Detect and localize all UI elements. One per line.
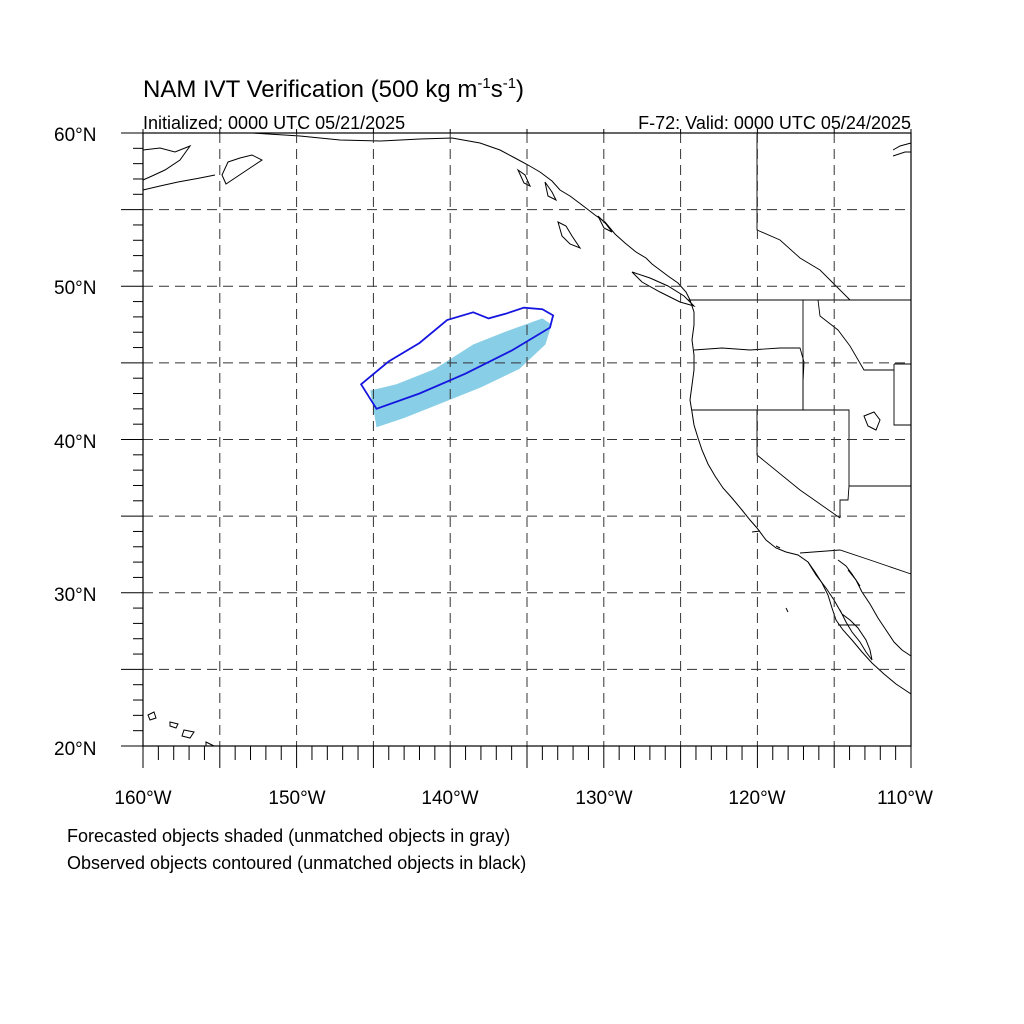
forecast-ivt-object [370, 318, 552, 428]
lon-label-130w: 130°W [575, 788, 632, 809]
valid-time-label: F-72: Valid: 0000 UTC 05/24/2025 [638, 113, 911, 133]
lon-label-120w: 120°W [728, 788, 785, 809]
observed-note: Observed objects contoured (unmatched ob… [67, 853, 526, 873]
lat-label-50n: 50°N [54, 278, 96, 299]
lat-label-30n: 30°N [54, 585, 96, 606]
lat-label-20n: 20°N [54, 739, 96, 760]
axis-ticks [121, 129, 912, 768]
initialized-label: Initialized: 0000 UTC 05/21/2025 [143, 113, 405, 133]
observed-ivt-object [359, 306, 555, 410]
lon-label-140w: 140°W [421, 788, 478, 809]
lat-label-40n: 40°N [54, 432, 96, 453]
forecast-note: Forecasted objects shaded (unmatched obj… [67, 826, 510, 846]
map-plot-area [142, 132, 912, 747]
lon-label-150w: 150°W [268, 788, 325, 809]
figure-title: NAM IVT Verification (500 kg m-1s-1) [143, 75, 524, 103]
lon-label-110w: 110°W [877, 788, 933, 809]
lat-label-60n: 60°N [54, 125, 96, 146]
latitude-labels: 60°N 50°N 40°N 30°N 20°N [54, 125, 96, 760]
lon-label-160w: 160°W [114, 788, 171, 809]
longitude-labels: 160°W 150°W 140°W 130°W 120°W 110°W [114, 788, 933, 809]
lat-lon-grid [143, 133, 911, 746]
